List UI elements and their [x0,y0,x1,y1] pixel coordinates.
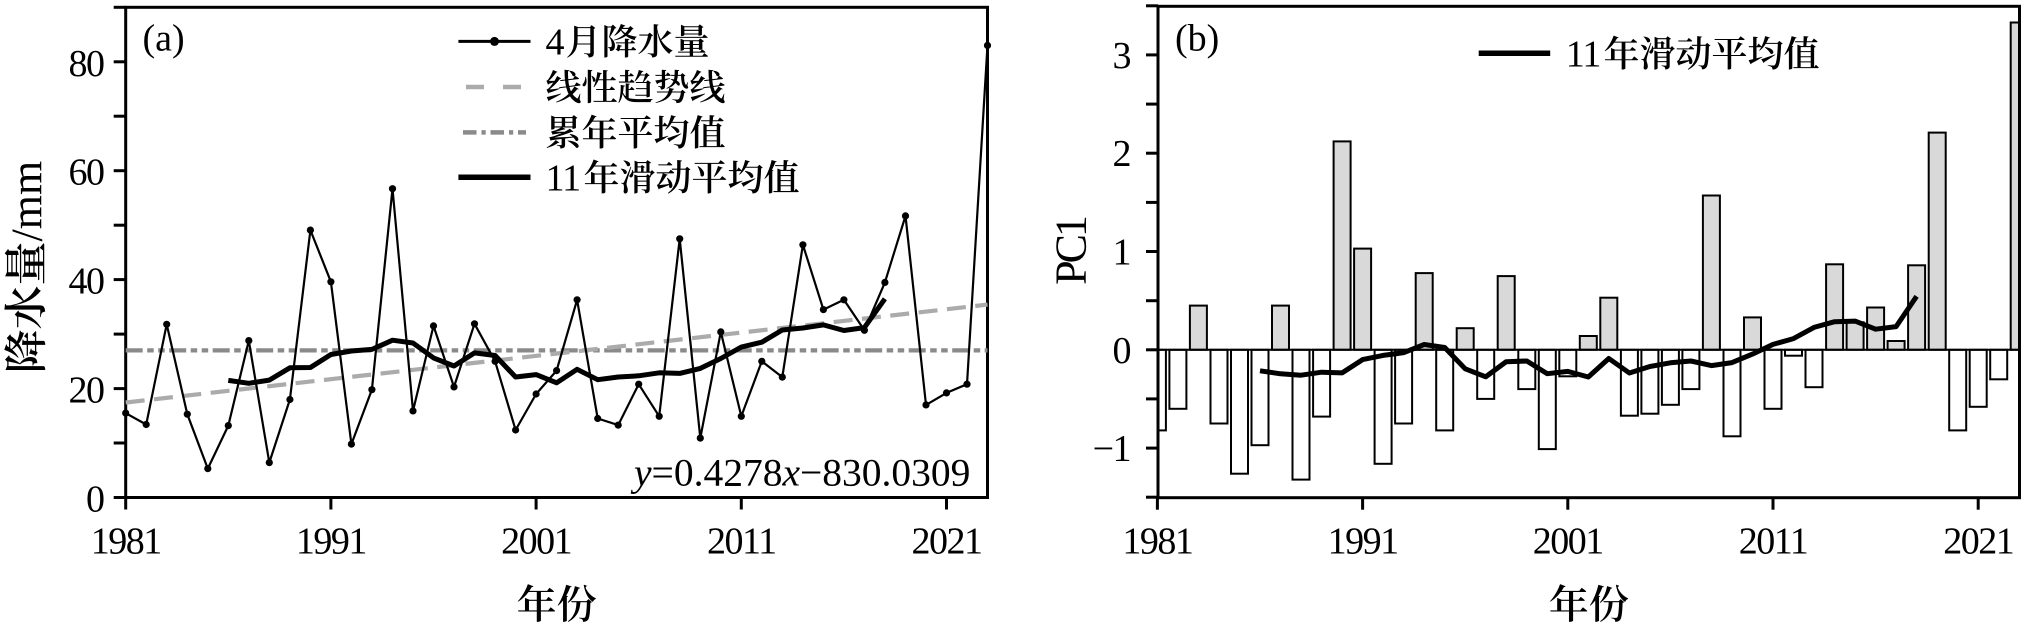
svg-text:y=0.4278x−830.0309: y=0.4278x−830.0309 [630,451,970,495]
svg-text:1981: 1981 [91,521,161,563]
svg-text:2001: 2001 [501,521,571,563]
svg-text:11: 11 [1566,34,1601,76]
svg-text:2: 2 [1113,133,1131,175]
svg-text:2001: 2001 [1533,521,1603,563]
svg-text:2011: 2011 [1739,521,1808,563]
svg-text:3: 3 [1113,35,1131,77]
svg-text:1: 1 [1113,232,1131,274]
svg-text:0: 0 [86,479,104,521]
svg-text:60: 60 [69,152,105,194]
svg-text:2011: 2011 [707,521,776,563]
svg-text:1991: 1991 [296,521,366,563]
svg-text:/mm: /mm [3,161,52,242]
svg-text:1981: 1981 [1122,521,1192,563]
svg-text:(b): (b) [1175,18,1219,60]
svg-text:−1: −1 [1093,428,1130,470]
svg-text:80: 80 [69,43,105,85]
svg-text:4: 4 [546,22,565,64]
svg-text:PC1: PC1 [1047,217,1096,285]
svg-text:(a): (a) [143,18,185,60]
svg-text:40: 40 [69,261,105,303]
svg-text:11: 11 [546,157,581,199]
svg-text:2021: 2021 [1943,521,2013,563]
svg-text:1991: 1991 [1328,521,1398,563]
svg-text:2021: 2021 [912,521,982,563]
svg-text:0: 0 [1113,330,1131,372]
svg-text:20: 20 [69,370,105,412]
